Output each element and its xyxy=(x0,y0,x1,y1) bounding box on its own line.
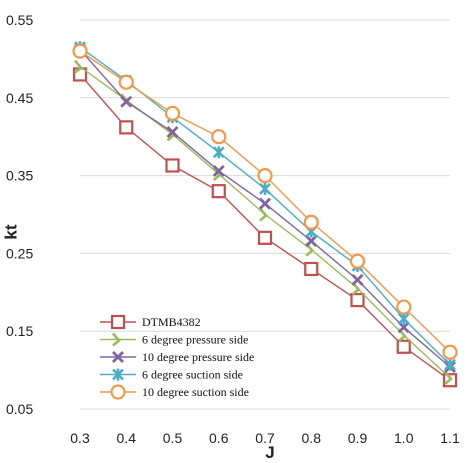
data-point xyxy=(212,167,222,182)
data-point xyxy=(164,105,181,121)
x-tick-label: 0.7 xyxy=(255,430,275,446)
data-point xyxy=(305,234,318,247)
data-point xyxy=(119,120,134,135)
series-line xyxy=(79,49,451,368)
data-point xyxy=(211,129,227,145)
x-tick-label: 0.5 xyxy=(163,430,183,446)
y-axis-title: kt xyxy=(1,224,20,239)
data-point xyxy=(444,358,456,371)
series-line xyxy=(79,73,451,381)
data-point xyxy=(257,230,273,245)
data-point xyxy=(396,299,412,315)
data-point xyxy=(257,168,273,184)
legend-item: 10 degree pressure side xyxy=(100,350,254,364)
data-point xyxy=(212,164,225,177)
data-point xyxy=(350,292,365,308)
y-tick-label: 0.55 xyxy=(6,12,33,28)
series-5 xyxy=(72,43,458,360)
legend: DTMB4382 6 degree pressure side 10 degree … xyxy=(100,314,254,400)
series-group xyxy=(72,41,458,388)
data-point xyxy=(259,207,268,222)
legend-marker xyxy=(112,368,124,381)
series-1 xyxy=(72,67,458,388)
data-point xyxy=(397,321,410,334)
legend-label: 10 degree pressure side xyxy=(142,350,254,364)
legend-marker xyxy=(110,384,126,400)
data-point xyxy=(211,184,226,199)
data-point xyxy=(74,59,83,74)
data-point xyxy=(397,312,410,325)
y-tick-label: 0.15 xyxy=(6,323,33,339)
data-point xyxy=(303,214,319,230)
data-point xyxy=(166,126,179,139)
data-point xyxy=(72,43,88,59)
legend-marker xyxy=(112,332,121,347)
x-tick-label: 0.8 xyxy=(302,430,322,446)
x-tick-label: 0.6 xyxy=(209,430,229,446)
legend-label: 10 degree suction side xyxy=(142,385,249,399)
y-tick-label: 0.35 xyxy=(6,168,33,184)
series-2 xyxy=(74,59,453,385)
legend-item: 10 degree suction side xyxy=(100,384,249,400)
x-axis-title: J xyxy=(265,443,274,462)
data-point xyxy=(118,74,134,90)
data-point xyxy=(259,197,271,210)
data-point xyxy=(351,273,364,286)
data-point xyxy=(442,344,458,360)
x-tick-label: 0.9 xyxy=(348,430,368,446)
x-tick-labels: 0.3 0.4 0.5 0.6 0.7 0.8 0.9 1.0 1.1 xyxy=(70,430,460,446)
data-point xyxy=(349,253,366,269)
data-point xyxy=(259,182,271,195)
legend-label: 6 degree pressure side xyxy=(142,333,248,347)
data-point xyxy=(444,371,453,385)
y-tick-label: 0.05 xyxy=(6,401,33,417)
legend-item: 6 degree pressure side xyxy=(100,333,248,347)
data-point xyxy=(396,339,411,354)
x-tick-label: 1.1 xyxy=(440,430,460,446)
legend-label: 6 degree suction side xyxy=(142,368,243,382)
gridlines xyxy=(80,19,450,410)
legend-label: DTMB4382 xyxy=(142,315,201,329)
x-tick-label: 1.0 xyxy=(394,430,414,446)
data-point xyxy=(212,146,225,159)
x-tick-label: 0.4 xyxy=(117,430,137,446)
data-point xyxy=(165,158,180,173)
legend-item: 6 degree suction side xyxy=(100,368,243,382)
y-tick-labels: 0.05 0.15 0.25 0.35 0.45 0.55 xyxy=(6,12,33,417)
data-point xyxy=(120,95,133,108)
legend-marker xyxy=(110,314,126,330)
y-tick-label: 0.45 xyxy=(6,90,33,106)
legend-marker xyxy=(112,351,124,363)
y-tick-label: 0.25 xyxy=(6,245,33,261)
data-point xyxy=(304,261,319,277)
x-tick-label: 0.3 xyxy=(70,430,90,446)
legend-item: DTMB4382 xyxy=(100,314,201,330)
